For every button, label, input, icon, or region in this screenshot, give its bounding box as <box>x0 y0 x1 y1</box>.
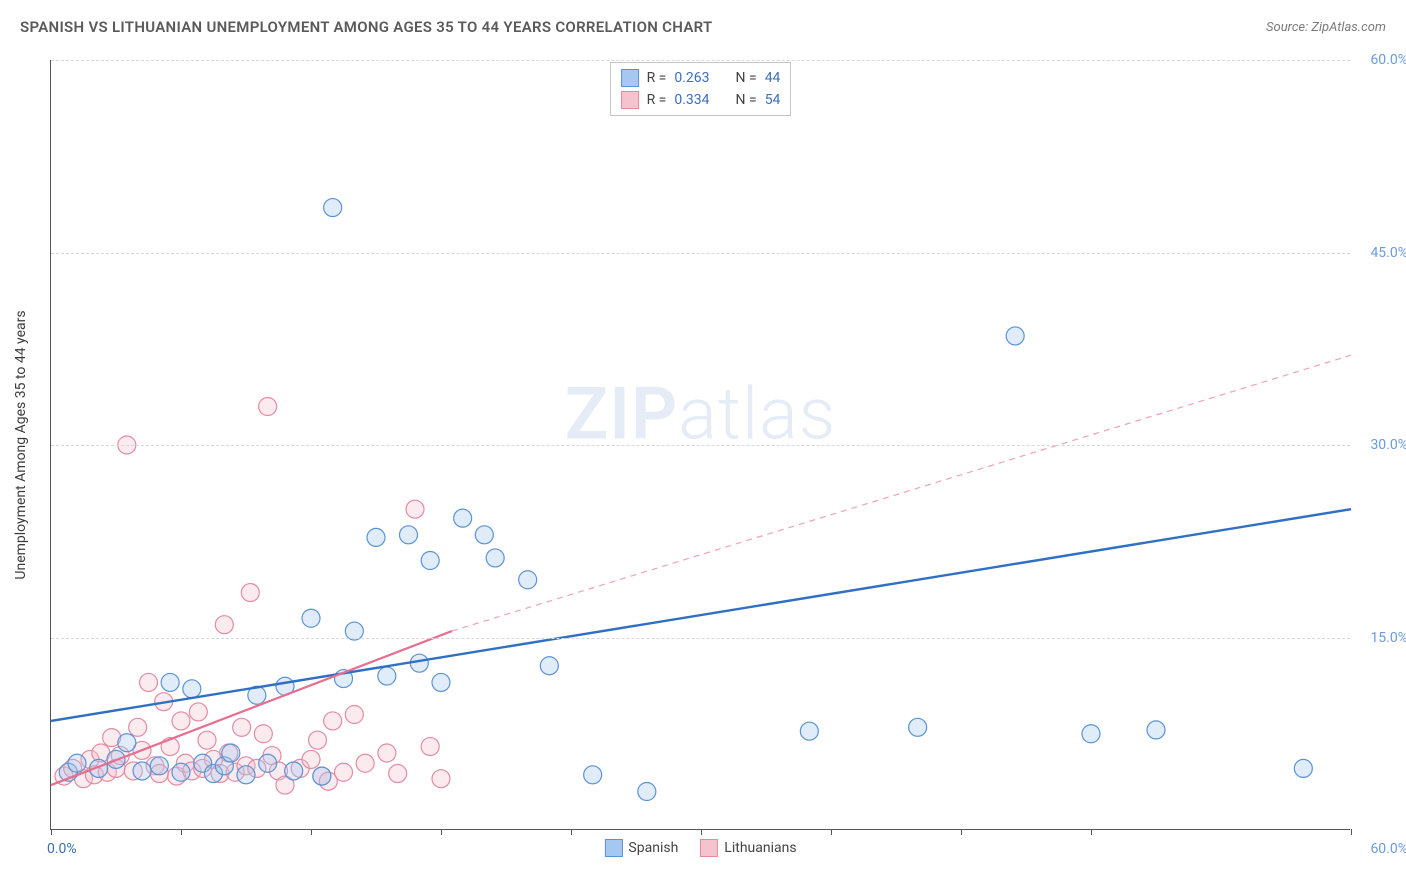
gridline <box>51 60 1350 61</box>
gridline <box>51 638 1350 639</box>
legend-label-lithuanians: Lithuanians <box>724 840 796 856</box>
n-label: N = <box>736 70 757 86</box>
y-tick-label: 30.0% <box>1356 437 1406 453</box>
x-axis-min-label: 0.0% <box>47 841 77 857</box>
gridline <box>51 253 1350 254</box>
x-tick <box>441 829 442 835</box>
legend-label-spanish: Spanish <box>628 840 678 856</box>
x-tick <box>1091 829 1092 835</box>
r-label: R = <box>647 92 667 108</box>
legend-bottom-lithuanians: Lithuanians <box>700 839 796 857</box>
n-value-spanish: 44 <box>765 70 781 86</box>
legend-bottom: Spanish Lithuanians <box>604 839 796 857</box>
x-tick <box>1351 829 1352 835</box>
y-axis-title: Unemployment Among Ages 35 to 44 years <box>13 310 29 579</box>
x-tick <box>571 829 572 835</box>
chart-title: SPANISH VS LITHUANIAN UNEMPLOYMENT AMONG… <box>20 18 713 36</box>
x-tick <box>701 829 702 835</box>
n-label: N = <box>736 92 757 108</box>
legend-row-spanish: R = 0.263 N = 44 <box>621 67 781 89</box>
x-tick <box>961 829 962 835</box>
y-tick-label: 15.0% <box>1356 630 1406 646</box>
swatch-lithuanians <box>700 839 718 857</box>
r-label: R = <box>647 70 667 86</box>
x-axis-max-label: 60.0% <box>1370 841 1406 857</box>
plot-area: Unemployment Among Ages 35 to 44 years Z… <box>50 60 1350 830</box>
legend-row-lithuanians: R = 0.334 N = 54 <box>621 89 781 111</box>
x-tick <box>831 829 832 835</box>
n-value-lithuanians: 54 <box>765 92 781 108</box>
r-value-spanish: 0.263 <box>674 70 709 86</box>
swatch-spanish <box>621 69 639 87</box>
gridline <box>51 445 1350 446</box>
legend-top: R = 0.263 N = 44 R = 0.334 N = 54 <box>610 62 792 116</box>
x-tick <box>311 829 312 835</box>
swatch-spanish <box>604 839 622 857</box>
y-tick-label: 45.0% <box>1356 245 1406 261</box>
x-tick <box>51 829 52 835</box>
x-tick <box>181 829 182 835</box>
source-text: Source: ZipAtlas.com <box>1266 20 1386 35</box>
swatch-lithuanians <box>621 91 639 109</box>
r-value-lithuanians: 0.334 <box>674 92 709 108</box>
legend-bottom-spanish: Spanish <box>604 839 678 857</box>
y-tick-label: 60.0% <box>1356 52 1406 68</box>
